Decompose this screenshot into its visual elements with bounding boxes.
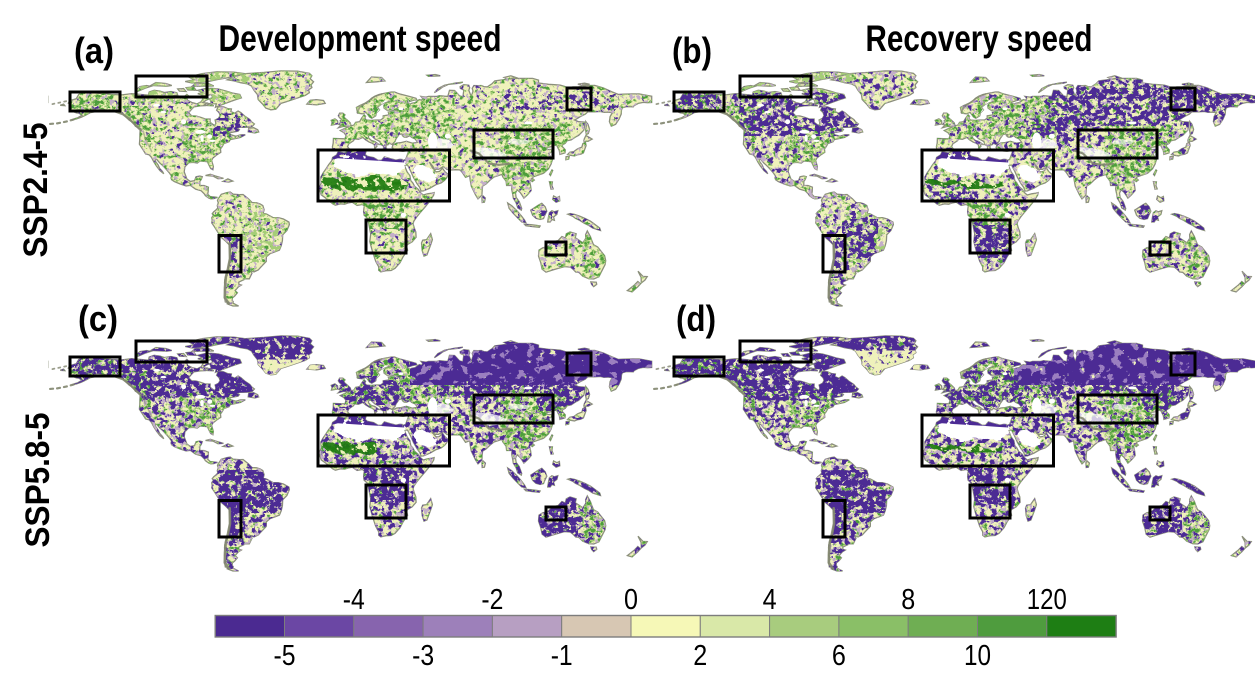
svg-text:4: 4: [763, 584, 777, 616]
svg-text:8: 8: [901, 584, 915, 616]
svg-text:Recovery speed: Recovery speed: [866, 18, 1093, 59]
svg-text:-5: -5: [274, 640, 296, 672]
svg-text:120: 120: [1027, 584, 1067, 616]
svg-text:(d): (d): [676, 298, 716, 339]
svg-text:6: 6: [832, 640, 846, 672]
svg-text:-1: -1: [551, 640, 573, 672]
svg-text:-2: -2: [481, 584, 503, 616]
svg-text:SSP2.4-5: SSP2.4-5: [17, 123, 55, 258]
svg-text:-4: -4: [343, 584, 365, 616]
svg-text:-3: -3: [412, 640, 434, 672]
svg-text:10: 10: [964, 640, 991, 672]
svg-text:(c): (c): [78, 298, 118, 339]
svg-text:SSP5.8-5: SSP5.8-5: [19, 413, 57, 548]
svg-text:0: 0: [624, 584, 638, 616]
svg-text:(b): (b): [672, 30, 712, 71]
svg-text:Development speed: Development speed: [219, 18, 502, 59]
svg-text:2: 2: [693, 640, 707, 672]
svg-text:(a): (a): [74, 30, 114, 71]
